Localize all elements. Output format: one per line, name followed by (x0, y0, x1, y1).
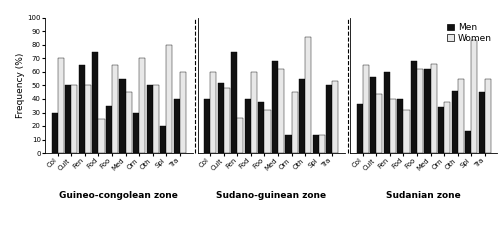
Bar (417, 69, 423, 153)
Bar (363, 65, 369, 153)
Bar (305, 37, 311, 153)
Bar (299, 79, 305, 153)
Bar (326, 86, 332, 153)
Bar (444, 102, 450, 153)
Bar (424, 69, 430, 153)
Bar (174, 99, 180, 153)
Bar (278, 69, 284, 153)
Bar (152, 86, 158, 153)
Bar (251, 72, 257, 153)
Bar (85, 86, 91, 153)
Bar (120, 79, 126, 153)
Bar (484, 79, 491, 153)
Bar (133, 112, 139, 153)
Bar (224, 88, 230, 153)
Bar (438, 107, 444, 153)
Bar (238, 118, 244, 153)
Bar (452, 91, 458, 153)
Bar (376, 94, 382, 153)
X-axis label: Sudano-guinean zone: Sudano-guinean zone (216, 191, 326, 200)
Bar (98, 119, 104, 153)
X-axis label: Sudanian zone: Sudanian zone (386, 191, 461, 200)
Bar (112, 65, 118, 153)
X-axis label: Guineo-congolean zone: Guineo-congolean zone (60, 191, 178, 200)
Bar (166, 45, 172, 153)
Bar (65, 86, 71, 153)
Bar (52, 112, 58, 153)
Bar (272, 61, 278, 153)
Bar (146, 86, 152, 153)
Bar (384, 72, 390, 153)
Bar (160, 126, 166, 153)
Bar (390, 99, 396, 153)
Bar (404, 110, 409, 153)
Bar (72, 86, 78, 153)
Legend: Men, Women: Men, Women (446, 22, 493, 44)
Bar (245, 99, 251, 153)
Bar (312, 135, 318, 153)
Bar (478, 92, 484, 153)
Bar (370, 77, 376, 153)
Bar (106, 106, 112, 153)
Bar (465, 131, 471, 153)
Y-axis label: Frequency (%): Frequency (%) (16, 53, 24, 118)
Bar (458, 79, 464, 153)
Bar (292, 92, 298, 153)
Bar (204, 99, 210, 153)
Bar (92, 52, 98, 153)
Bar (258, 102, 264, 153)
Bar (411, 61, 417, 153)
Bar (126, 92, 132, 153)
Bar (79, 65, 85, 153)
Bar (356, 104, 363, 153)
Bar (58, 58, 64, 153)
Bar (471, 40, 478, 153)
Bar (398, 99, 404, 153)
Bar (139, 58, 145, 153)
Bar (286, 135, 292, 153)
Bar (218, 83, 224, 153)
Bar (332, 81, 338, 153)
Bar (318, 135, 325, 153)
Bar (210, 72, 216, 153)
Bar (232, 52, 237, 153)
Bar (180, 72, 186, 153)
Bar (264, 110, 270, 153)
Bar (430, 64, 436, 153)
